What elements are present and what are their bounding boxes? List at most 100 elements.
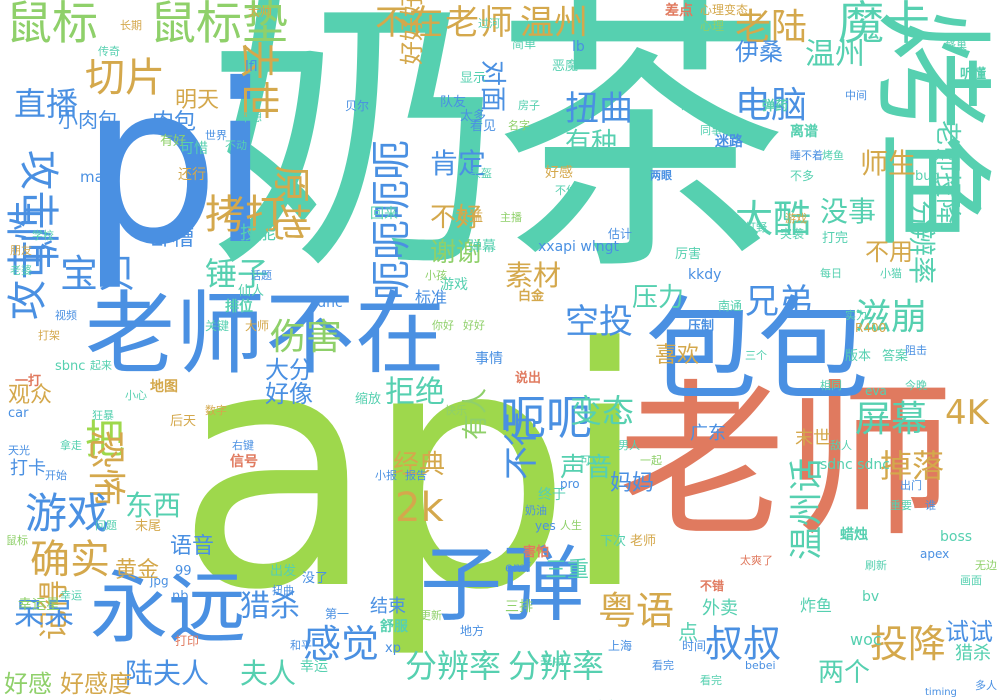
word-nanren: 男人 [618, 439, 640, 452]
word-xingyunxing: 幸运星 [18, 597, 60, 613]
word-shengyin: 声音 [560, 453, 613, 483]
word-waimai: 外卖 [702, 598, 738, 619]
word-xinlibiantai: 心理变态 [700, 3, 749, 17]
word-pingmu: 屏幕 [855, 399, 928, 440]
word-chufa: 出发 [270, 564, 297, 579]
word-zuji: 阻击 [905, 344, 927, 357]
word-kongtou: 空投 [565, 302, 633, 342]
word-zibeng: 滋崩 [855, 297, 928, 338]
word-xiaoxin: 小心 [125, 389, 147, 402]
word-baogao: 报告 [405, 469, 427, 482]
word-api: api [175, 278, 650, 662]
word-kending: 肯定 [430, 147, 487, 180]
word-youjian: 右键 [232, 439, 254, 452]
word-fengchao: 蜂巢 [945, 39, 967, 52]
word-4k: 4K [945, 393, 989, 433]
word-shubiao-small: 鼠标 [6, 534, 28, 547]
word-liangyan: 两眼 [650, 169, 672, 182]
word-shushu: 叔叔 [705, 622, 782, 666]
word-haohao: 好好 [463, 319, 485, 332]
word-daka: 打卡 [10, 458, 46, 479]
word-jiandan: 简单 [512, 37, 537, 51]
word-woc: woc [850, 630, 882, 649]
word-diannao: 电脑 [735, 85, 808, 126]
word-tingdong: 听懂 [960, 67, 987, 82]
word-shijie: 世界 [205, 129, 227, 142]
word-laolu: 老陆 [735, 7, 808, 48]
word-bucuo: 不错 [700, 579, 725, 593]
word-jpg: jpg [150, 574, 169, 588]
word-yuandi: 原地 [269, 165, 313, 242]
word-shanghai: 伤害 [270, 317, 343, 358]
word-richang: 日常 [680, 99, 702, 112]
word-2k: 2k [395, 485, 444, 531]
word-zhongjian: 中间 [845, 89, 867, 102]
word-shuzi: 数字 [205, 404, 227, 417]
word-ditu: 地图 [150, 379, 178, 395]
word-youzhong: 有种 [565, 128, 618, 158]
word-milu: 迷路 [715, 134, 743, 150]
word-yes: yes [535, 519, 556, 533]
word-kanwan-2: 看完 [700, 674, 722, 687]
word-danmu: 弹幕 [468, 239, 496, 255]
word-haogan: 好感 [4, 670, 52, 698]
word-sdnc: sdnc [310, 295, 343, 311]
word-queshi: 确实 [30, 537, 110, 583]
word-qushi: 去世 [235, 40, 281, 120]
word-xiexie: 谢谢 [430, 238, 483, 268]
word-sdnc-sdnc: sdnc sdnc [820, 457, 890, 473]
word-haoxiang: 好像 [265, 380, 313, 408]
word-dawan: 打完 [822, 231, 849, 246]
word-laoshi-2: 老师 [445, 3, 513, 43]
word-yazhi: 压制 [688, 319, 715, 334]
word-sbnc: sbnc [55, 359, 86, 374]
word-fenbianlv-2: 分辨率 [508, 647, 605, 685]
word-lufuren: 陆夫人 [125, 657, 210, 690]
word-chuizi: 锤子 [205, 255, 270, 293]
word-xiongdi: 兄弟 [745, 282, 813, 322]
word-yueyu: 粤语 [598, 589, 675, 633]
word-haipa: 害怕 [523, 545, 550, 560]
word-bv: bv [862, 589, 880, 605]
word-kuangbao: 狂暴 [92, 409, 114, 422]
word-shili: 实力 [845, 309, 867, 322]
word-nb: nb [172, 589, 189, 604]
word-moka: 魔卡 [838, 0, 930, 50]
word-dian: 点 [678, 620, 698, 644]
word-roubao: 肉包 [152, 110, 197, 135]
word-yongyuan: 永远 [90, 564, 247, 654]
word-tianguang: 天光 [8, 444, 30, 457]
word-laoshi-big: 老师 [618, 364, 954, 560]
word-nantong: 南通 [718, 299, 743, 313]
word-mama: 妈妈 [610, 471, 655, 496]
word-paiwei: 排位 [225, 299, 253, 315]
word-danyao: 弹药 [762, 99, 789, 114]
word-meiri: 每日 [820, 267, 842, 280]
word-meishi: 没事 [820, 195, 877, 228]
word-shuochu: 说出 [515, 371, 542, 386]
word-guohe: 过河 [478, 17, 500, 30]
word-zidan: 子弹 [420, 538, 585, 633]
word-zhubo: 主播 [500, 211, 522, 224]
word-buyong: 不用 [865, 238, 913, 266]
word-shufu: 舒服 [380, 619, 408, 635]
word-xihuan: 喜欢 [655, 343, 700, 368]
word-xxapi: xxapi wlngt [538, 239, 619, 255]
word-sucai: 素材 [505, 259, 562, 292]
word-liesha: 猎杀 [240, 589, 300, 624]
word-ba: 把 [85, 417, 125, 463]
word-taishuangle: 太爽了 [740, 554, 773, 567]
word-dafen: 大分 [265, 356, 313, 384]
word-daye: 打野 [745, 221, 767, 234]
word-buxiang: 不想 [240, 111, 262, 124]
word-nazou: 拿走 [60, 439, 82, 452]
word-duiyou: 队友 [440, 95, 467, 110]
word-qiepian: 切片 [85, 55, 165, 101]
word-houtian: 后天 [170, 414, 197, 429]
word-yali: 压力 [632, 283, 685, 313]
word-sange: 三个 [745, 349, 767, 362]
word-shuibuzhao: 睡不着 [790, 149, 823, 162]
word-laidian: 来点 [540, 654, 565, 668]
word-dajia: 打架 [38, 329, 60, 342]
word-99: 99 [175, 564, 192, 579]
